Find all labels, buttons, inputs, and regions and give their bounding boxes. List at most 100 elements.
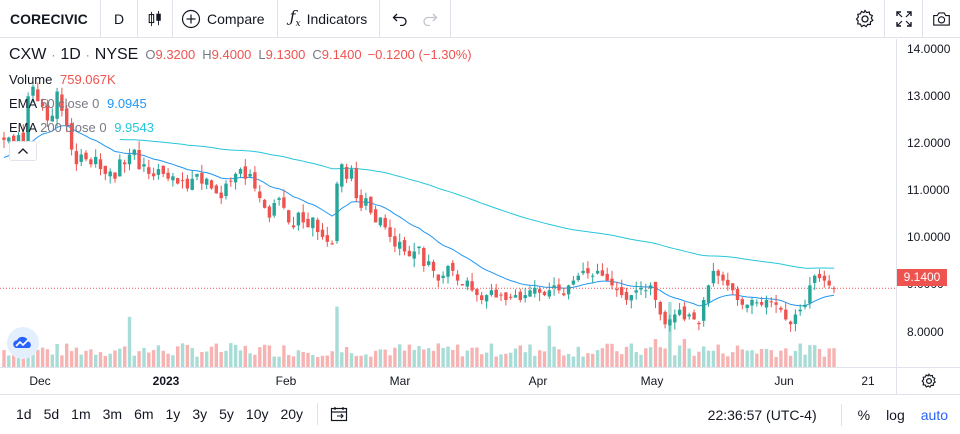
time-tick: 21: [861, 374, 875, 388]
legend-ema200-row[interactable]: EMA 200 close 0 9.9543: [9, 120, 154, 135]
candle: [161, 165, 165, 178]
chart-style-button[interactable]: [138, 0, 173, 38]
ema50-args: 50 close 0: [40, 96, 100, 111]
candle: [518, 288, 522, 303]
time-tick: 2023: [152, 374, 180, 388]
candle: [706, 284, 711, 307]
volume-bar: [436, 343, 440, 367]
volume-bar: [422, 349, 426, 367]
volume-bar: [629, 343, 633, 367]
legend-volume-row[interactable]: Volume 759.067K: [9, 72, 116, 87]
candle: [142, 157, 146, 172]
candle: [731, 283, 735, 295]
volume-bar: [94, 354, 98, 367]
volume-bar: [542, 351, 547, 367]
fullscreen-button[interactable]: [884, 0, 922, 38]
volume-bar: [774, 357, 778, 367]
clock-timezone[interactable]: 22:36:57 (UTC-4): [707, 406, 817, 423]
candle: [50, 108, 54, 122]
volume-bar: [711, 350, 716, 367]
candle: [132, 148, 136, 160]
volume-bar: [581, 356, 585, 367]
volume-bar: [373, 350, 378, 367]
candle: [648, 282, 653, 296]
candle: [378, 217, 383, 228]
symbol-search[interactable]: CORECIVIC: [0, 0, 101, 38]
volume-bar: [513, 348, 518, 367]
top-toolbar: CORECIVIC D Compare ƒx Indicators: [0, 0, 960, 38]
volume-bar: [817, 349, 822, 367]
candle: [84, 150, 88, 162]
redo-icon[interactable]: [422, 12, 438, 26]
range-6m[interactable]: 6m: [134, 406, 154, 422]
candle: [793, 309, 798, 332]
screenshot-button[interactable]: [922, 0, 960, 38]
candle: [673, 309, 677, 330]
log-toggle[interactable]: log: [886, 406, 905, 423]
range-5d[interactable]: 5d: [43, 406, 60, 422]
candle: [200, 164, 204, 190]
range-1m[interactable]: 1m: [71, 406, 91, 422]
range-1d[interactable]: 1d: [16, 406, 32, 422]
range-1y[interactable]: 1y: [165, 406, 181, 422]
undo-icon[interactable]: [392, 12, 408, 26]
candle: [494, 284, 498, 298]
candle: [441, 271, 445, 284]
volume-bar: [663, 348, 667, 367]
candle: [774, 294, 778, 313]
legend-close-value: 9.1400: [321, 47, 362, 62]
legend-ticker[interactable]: CXW: [9, 46, 47, 63]
candle: [277, 196, 281, 206]
volume-bar: [84, 350, 88, 367]
legend-ema50-row[interactable]: EMA 50 close 0 9.0945: [9, 96, 147, 111]
percent-toggle[interactable]: %: [857, 406, 871, 423]
candle: [827, 274, 831, 289]
toolbar-right: [846, 0, 960, 38]
range-5y[interactable]: 5y: [219, 406, 234, 422]
candle: [238, 167, 243, 178]
volume-bar: [335, 306, 339, 367]
time-axis[interactable]: Dec 2023 Feb Mar Apr May Jun 21: [0, 367, 896, 394]
volume-bar: [16, 355, 21, 367]
candle: [248, 169, 252, 179]
volume-bar: [316, 357, 320, 367]
volume-bar: [431, 350, 436, 367]
volume-name: Volume: [9, 72, 53, 87]
interval-button[interactable]: D: [101, 0, 138, 38]
range-3y[interactable]: 3y: [192, 406, 208, 422]
candle: [538, 286, 542, 302]
price-chart[interactable]: [0, 39, 896, 367]
volume-bar: [26, 353, 30, 367]
volume-bar: [383, 349, 387, 367]
candle: [663, 310, 667, 329]
range-3m[interactable]: 3m: [102, 406, 123, 422]
indicators-label: Indicators: [306, 10, 368, 27]
range-20y[interactable]: 20y: [280, 406, 304, 422]
price-axis[interactable]: 14.0000 13.0000 12.0000 11.0000 10.0000 …: [896, 39, 960, 367]
volume-bar: [557, 349, 561, 367]
volume-bar: [262, 344, 267, 367]
volume-bar: [12, 350, 16, 367]
range-10y[interactable]: 10y: [245, 406, 269, 422]
volume-bar: [677, 345, 682, 367]
volume-bar: [639, 354, 643, 367]
candle: [417, 246, 421, 255]
volume-bar: [494, 356, 498, 367]
settings-button[interactable]: [846, 0, 884, 38]
compare-button[interactable]: Compare: [173, 0, 278, 38]
legend-collapse-button[interactable]: [9, 141, 37, 161]
chart-pane[interactable]: [0, 39, 896, 367]
candle: [306, 212, 310, 228]
brand-watermark[interactable]: [7, 327, 39, 359]
indicators-button[interactable]: ƒx Indicators: [278, 0, 381, 38]
volume-bar: [673, 355, 677, 367]
calendar-icon[interactable]: [330, 406, 348, 422]
candle: [813, 274, 817, 291]
candle: [344, 163, 349, 184]
candle: [214, 184, 218, 194]
volume-bar: [214, 343, 218, 367]
axis-settings-button[interactable]: [896, 367, 960, 394]
price-tick: 14.0000: [907, 42, 951, 56]
auto-toggle[interactable]: auto: [920, 406, 948, 423]
volume-bar: [349, 353, 354, 367]
